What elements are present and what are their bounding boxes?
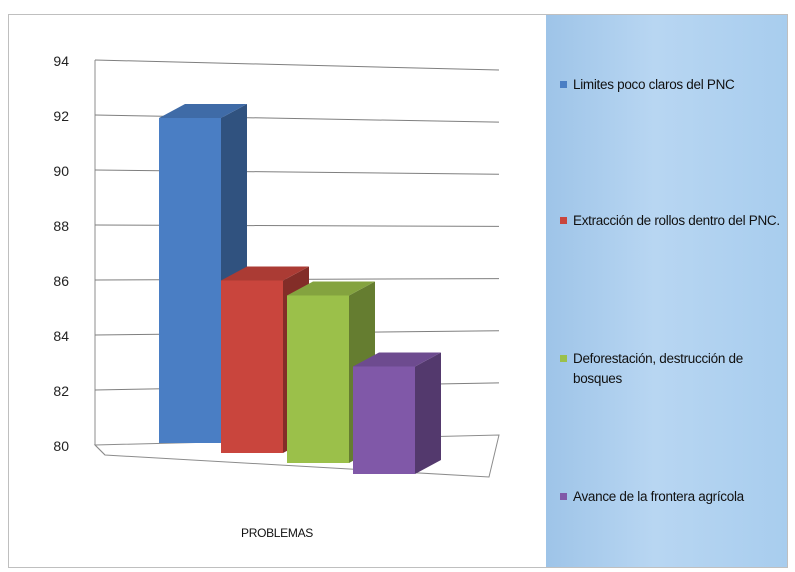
bar-side [415, 352, 441, 474]
legend-swatch-4 [560, 493, 567, 500]
bar [287, 295, 349, 463]
gridline [94, 224, 500, 227]
y-tick-label: 80 [53, 438, 69, 454]
bar [221, 280, 283, 453]
legend-swatch-3 [560, 355, 567, 362]
bar-top [159, 104, 247, 118]
y-tick-label: 94 [53, 53, 69, 69]
legend-item-1: Limites poco claros del PNC [560, 75, 785, 95]
legend-item-2: Extracción de rollos dentro del PNC. [560, 211, 785, 231]
y-tick-label: 90 [53, 163, 69, 179]
bar-top [353, 352, 441, 367]
legend-label-2: Extracción de rollos dentro del PNC. [573, 213, 780, 228]
legend-swatch-2 [560, 217, 567, 224]
chart-frame: 80 82 84 86 88 90 92 94 PROBLEMAS Limites poco c… [8, 14, 788, 568]
y-tick-label: 86 [53, 273, 69, 289]
bar-top [287, 281, 375, 296]
gridline [94, 114, 500, 123]
x-axis-label: PROBLEMAS [241, 526, 313, 540]
legend-label-4: Avance de la frontera agrícola [573, 489, 744, 504]
legend-label-3: Deforestación, destrucción de bosques [573, 351, 743, 386]
y-tick-label: 84 [53, 328, 69, 344]
bar-top [221, 266, 309, 281]
legend-item-4: Avance de la frontera agrícola [560, 487, 785, 507]
legend-label-1: Limites poco claros del PNC [573, 77, 735, 92]
bar [353, 366, 415, 474]
y-axis-depth-line [94, 444, 106, 456]
gridline [94, 59, 500, 71]
y-tick-label: 82 [53, 383, 69, 399]
chart-plot: 80 82 84 86 88 90 92 94 PROBLEMAS [53, 53, 500, 540]
legend-item-3: Deforestación, destrucción de bosques [560, 349, 785, 389]
gridline [94, 169, 500, 175]
y-tick-label: 92 [53, 108, 69, 124]
legend-swatch-1 [560, 81, 567, 88]
legend: Limites poco claros del PNC Extracción d… [546, 15, 787, 567]
bar [159, 118, 221, 443]
y-tick-label: 88 [53, 218, 69, 234]
